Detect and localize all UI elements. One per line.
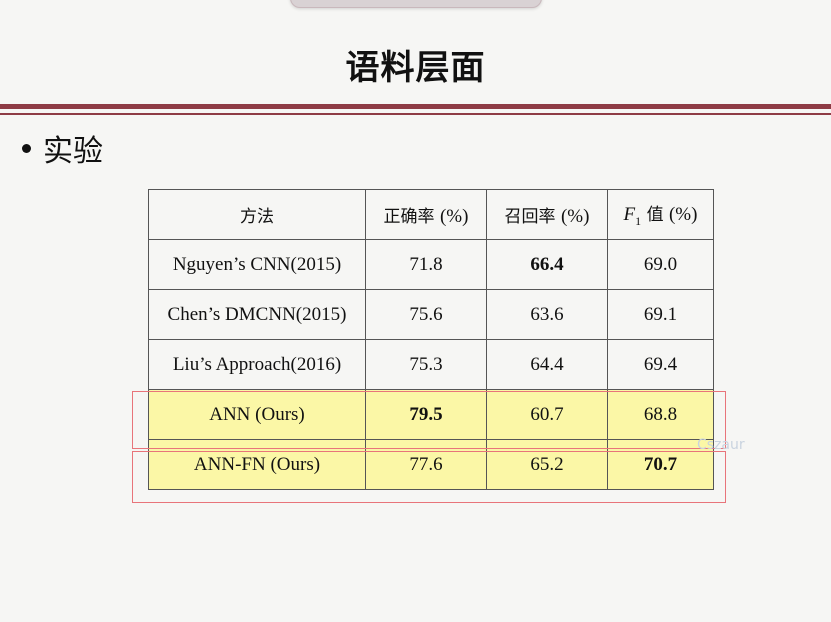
watermark: Cszaur: [697, 437, 745, 453]
table-row: Liu’s Approach(2016) 75.3 64.4 69.4: [148, 339, 714, 390]
cell-method: Chen’s DMCNN(2015): [148, 289, 366, 340]
slide-title: 语料层面: [345, 48, 486, 88]
header-f1: F1 值 (%): [607, 189, 714, 240]
bullet-dot-icon: [22, 144, 31, 153]
bullet-text: 实验: [43, 134, 103, 169]
table-row: Nguyen’s CNN(2015) 71.8 66.4 69.0: [148, 239, 714, 290]
cell-f1: 69.1: [607, 289, 714, 340]
header-method: 方法: [148, 189, 366, 240]
cell-method: Nguyen’s CNN(2015): [148, 239, 366, 290]
results-table-container: 方法 正确率 (%) 召回率 (%) F1 值 (%) Nguyen’s CNN…: [148, 189, 714, 490]
table-header-row: 方法 正确率 (%) 召回率 (%) F1 值 (%): [148, 189, 714, 240]
title-rule-thin: [0, 113, 831, 115]
table-row-highlighted: ANN-FN (Ours) 77.6 65.2 70.7: [148, 439, 714, 490]
cell-recall: 64.4: [486, 339, 608, 390]
cell-recall: 65.2: [486, 439, 608, 490]
cell-precision: 75.3: [365, 339, 487, 390]
cell-recall: 63.6: [486, 289, 608, 340]
cell-f1: 70.7: [607, 439, 714, 490]
cell-precision: 75.6: [365, 289, 487, 340]
cell-precision: 71.8: [365, 239, 487, 290]
cell-method: ANN-FN (Ours): [148, 439, 366, 490]
highlight-box-ann: [132, 391, 726, 449]
cell-method: Liu’s Approach(2016): [148, 339, 366, 390]
results-table: 方法 正确率 (%) 召回率 (%) F1 值 (%) Nguyen’s CNN…: [148, 189, 714, 490]
header-recall: 召回率 (%): [486, 189, 608, 240]
cell-method: ANN (Ours): [148, 389, 366, 440]
cell-f1: 69.0: [607, 239, 714, 290]
cell-f1: 69.4: [607, 339, 714, 390]
title-rule-thick: [0, 104, 831, 109]
table-row: Chen’s DMCNN(2015) 75.6 63.6 69.1: [148, 289, 714, 340]
highlight-box-ann-fn: [132, 451, 726, 503]
cell-precision: 77.6: [365, 439, 487, 490]
cell-recall: 66.4: [486, 239, 608, 290]
cell-precision: 79.5: [365, 389, 487, 440]
bullet-item: 实验: [22, 126, 103, 170]
table-row-highlighted: ANN (Ours) 79.5 60.7 68.8: [148, 389, 714, 440]
header-precision: 正确率 (%): [365, 189, 487, 240]
top-tab: [290, 0, 542, 8]
